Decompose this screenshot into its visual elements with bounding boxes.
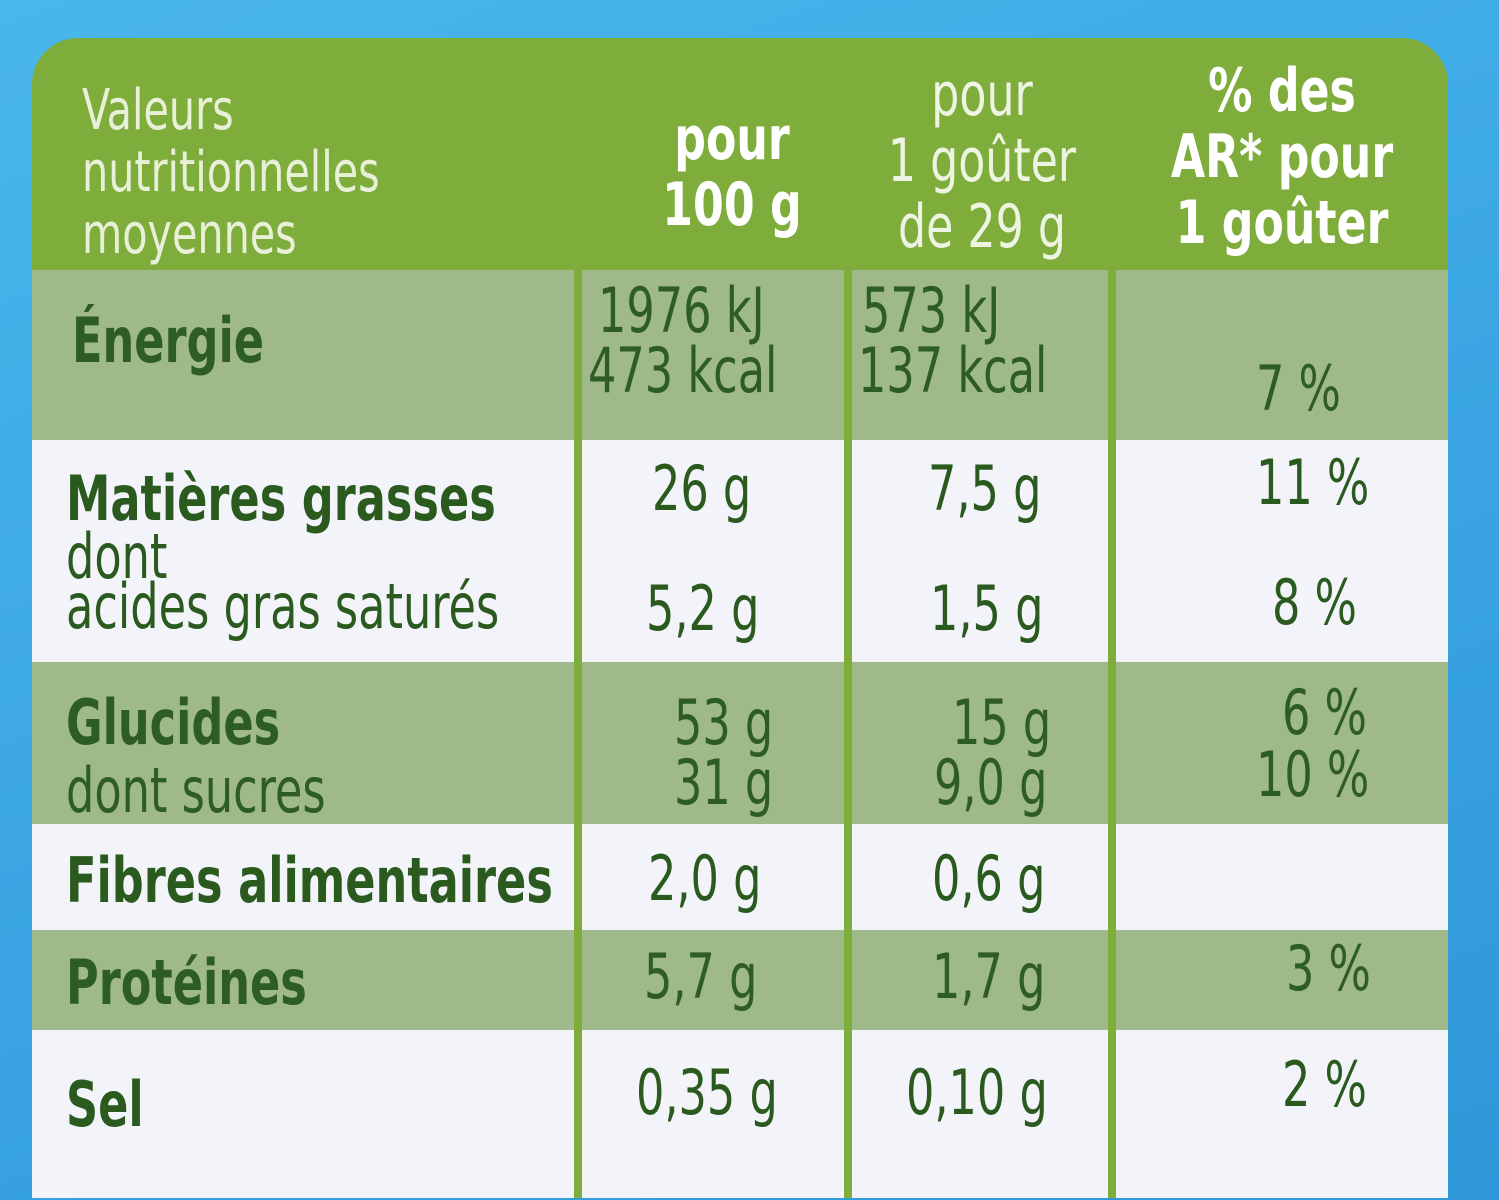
fat-serving: 7,5 g [928,452,1042,525]
row-label-saturated: acides gras saturés [66,570,500,643]
header-per-100g: pour 100 g [662,104,802,240]
carbs-ar: 6 % [1282,676,1367,749]
proteins-ar: 3 % [1286,932,1371,1005]
saturated-per100: 5,2 g [646,572,760,645]
table-row: Protéines 5,7 g 1,7 g 3 % [32,930,1448,1030]
row-label-salt: Sel [66,1068,144,1141]
row-label-dont: dont [66,520,168,593]
row-label-carbs: Glucides [66,686,281,759]
carbs-serving: 15 g [952,686,1052,759]
row-label-fat: Matières grasses [66,462,496,535]
header-per-serving: pour 1 goûter de 29 g [887,60,1077,262]
sugars-ar: 10 % [1256,738,1370,811]
row-label-fibres: Fibres alimentaires [66,844,553,917]
energy-serving-kcal: 137 kcal [858,334,1048,407]
salt-ar: 2 % [1282,1048,1367,1121]
saturated-serving: 1,5 g [930,572,1044,645]
saturated-ar: 8 % [1272,566,1357,639]
table-row: Énergie 1976 kJ 473 kcal 573 kJ 137 kcal… [32,270,1448,440]
table-body: Énergie 1976 kJ 473 kcal 573 kJ 137 kcal… [32,270,1448,1198]
salt-per100: 0,35 g [636,1056,778,1129]
salt-serving: 0,10 g [906,1056,1048,1129]
proteins-serving: 1,7 g [932,940,1046,1013]
table-row: Matières grasses dont acides gras saturé… [32,440,1448,662]
energy-serving-kj: 573 kJ [862,274,1001,347]
sugars-serving: 9,0 g [934,746,1048,819]
carbs-per100: 53 g [674,686,774,759]
fibres-serving: 0,6 g [932,842,1046,915]
energy-ar: 7 % [1256,352,1341,425]
fibres-per100: 2,0 g [648,842,762,915]
proteins-per100: 5,7 g [644,940,758,1013]
header-nutrition-values: Valeurs nutritionnelles moyennes [82,78,380,267]
table-row: Glucides dont sucres 53 g 31 g 15 g 9,0 … [32,662,1448,824]
fat-per100: 26 g [652,452,752,525]
sugars-per100: 31 g [674,746,774,819]
table-row: Fibres alimentaires 2,0 g 0,6 g [32,824,1448,930]
row-label-sugars: dont sucres [66,754,326,827]
row-label-energy: Énergie [72,304,265,377]
row-label-proteins: Protéines [66,946,307,1019]
fat-ar: 11 % [1256,446,1370,519]
table-row: Sel 0,35 g 0,10 g 2 % [32,1030,1448,1198]
header-reference-intake: % des AR* pour 1 goûter [1170,56,1394,258]
table-header: Valeurs nutritionnelles moyennes pour 10… [32,38,1448,270]
nutrition-table: Valeurs nutritionnelles moyennes pour 10… [32,38,1448,1198]
energy-per100-kj: 1976 kJ [598,274,765,347]
energy-per100-kcal: 473 kcal [588,334,778,407]
